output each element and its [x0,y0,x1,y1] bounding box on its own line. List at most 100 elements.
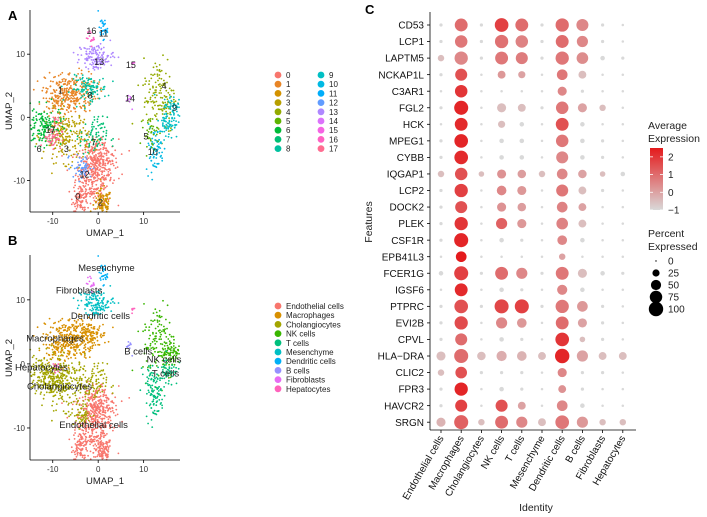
umap-point [111,145,114,148]
umap-point [75,99,78,101]
umap-point [103,390,106,392]
legend-swatch [274,311,282,319]
umap-point [91,61,94,64]
umap-point [142,330,145,333]
expression-dot [455,399,468,412]
umap-point [59,95,61,98]
expression-dot [517,103,526,112]
umap-point [59,334,62,336]
umap-point [173,108,176,110]
umap-point [92,298,95,300]
umap-point [150,159,153,162]
umap-point [48,115,50,117]
umap-point [92,390,95,392]
umap-point [51,110,54,113]
umap-point [89,103,92,105]
umap-point [151,426,154,428]
umap-point [78,164,81,167]
umap-point [95,412,98,415]
umap-point [117,302,120,304]
umap-point [146,145,148,148]
umap-point [52,375,55,378]
umap-point [99,194,101,197]
umap-point [79,331,82,334]
umap-point [67,319,70,322]
umap-point [106,301,109,304]
y-tick-label: 0 [21,113,26,122]
umap-point [174,100,177,103]
umap-point [157,393,160,396]
legend-swatch [274,108,282,116]
umap-point [104,58,106,61]
umap-point [177,367,180,370]
expression-dot [556,217,568,230]
umap-point [97,406,100,409]
umap-point [60,149,63,152]
umap-point [95,192,98,195]
umap-point [70,97,73,99]
umap-point [43,111,46,113]
umap-point [84,370,87,372]
expression-dot [495,399,508,412]
umap-point [99,415,101,418]
umap-point [158,138,161,141]
umap-point [40,132,42,135]
umap-point [142,84,145,87]
expression-dot [599,171,606,177]
umap-point [107,174,110,177]
umap-point [89,434,91,437]
umap-point [169,108,172,110]
umap-point [85,193,88,196]
umap-point [153,396,156,398]
expression-dot [454,84,468,98]
umap-point [35,357,38,360]
umap-point [157,387,160,390]
umap-point [148,128,151,130]
umap-point [72,423,75,426]
umap-point [173,101,175,103]
umap-point [98,159,101,162]
umap-point [48,137,51,140]
umap-point [54,340,57,343]
umap-point [68,372,70,375]
umap-point [89,409,92,412]
umap-point [88,173,91,176]
umap-point [102,25,105,27]
umap-point [97,10,100,12]
umap-point [100,152,103,155]
umap-point [157,354,160,357]
expression-dot [455,366,468,379]
umap-point [97,255,100,257]
feature-label: NCKAP1L [378,70,424,81]
umap-point [93,312,96,315]
umap-point [89,195,91,198]
umap-point [154,130,156,133]
umap-point [77,90,80,92]
expression-dot [540,73,544,76]
umap-point [69,413,72,416]
expression-dot [496,350,507,362]
umap-point [91,137,94,140]
umap-point [59,358,62,361]
umap-point [55,99,57,102]
umap-point [63,337,66,340]
umap-point [87,31,89,34]
umap-point [94,179,97,182]
umap-point [32,363,35,366]
umap-point [151,178,154,181]
umap-point [154,327,157,330]
umap-point [141,373,144,376]
umap-point [163,352,166,355]
umap-point [112,429,114,432]
umap-point [99,88,102,91]
umap-point [100,272,102,275]
umap-point [37,379,40,382]
umap-point [163,371,166,374]
umap-point [52,80,54,83]
umap-point [157,140,160,143]
umap-point [93,428,95,431]
umap-point [100,56,102,58]
umap-point [62,369,64,372]
expression-dot [519,138,525,144]
umap-point [93,119,96,121]
